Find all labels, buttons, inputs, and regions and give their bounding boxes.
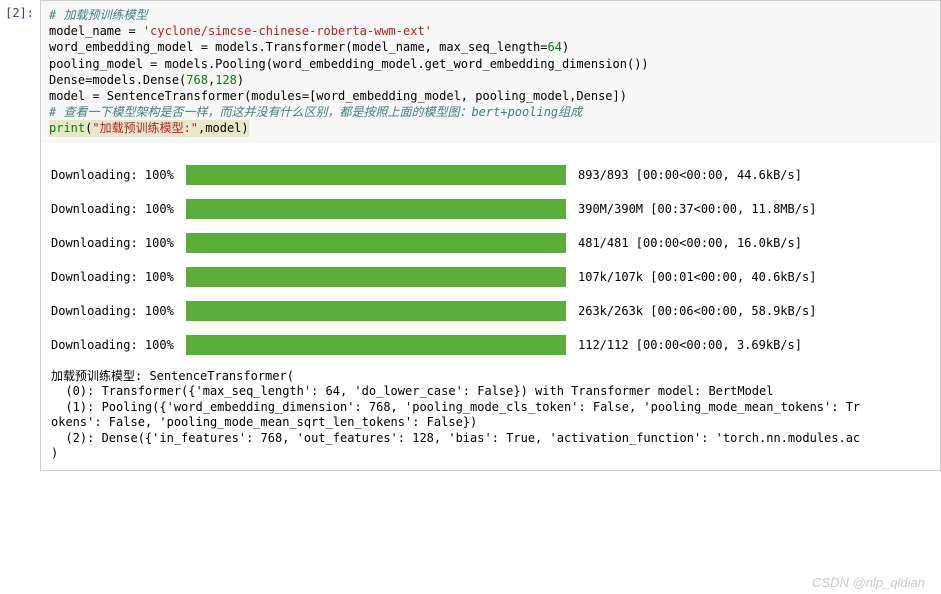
code-comment: # 加载预训练模型 xyxy=(49,8,147,22)
download-stats: 107k/107k [00:01<00:00, 40.6kB/s] xyxy=(578,270,816,284)
code-line: word_embedding_model = models.Transforme… xyxy=(49,40,569,54)
notebook-container: [2]: # 加载预训练模型 model_name = 'cyclone/sim… xyxy=(0,0,941,594)
cell-output: Downloading: 100% 893/893 [00:00<00:00, … xyxy=(41,143,940,471)
download-label: Downloading: 100% xyxy=(51,168,186,182)
download-stats: 112/112 [00:00<00:00, 3.69kB/s] xyxy=(578,338,802,352)
progress-bar xyxy=(186,335,566,355)
code-current-line: print("加载预训练模型:",model) xyxy=(49,120,249,136)
download-row: Downloading: 100% 112/112 [00:00<00:00, … xyxy=(51,335,930,355)
code-line: model_name = 'cyclone/simcse-chinese-rob… xyxy=(49,24,432,38)
code-line: pooling_model = models.Pooling(word_embe… xyxy=(49,57,649,71)
cell-body: # 加载预训练模型 model_name = 'cyclone/simcse-c… xyxy=(40,0,941,471)
progress-bar xyxy=(186,165,566,185)
download-label: Downloading: 100% xyxy=(51,236,186,250)
stdout-text: 加载预训练模型: SentenceTransformer( (0): Trans… xyxy=(51,369,930,463)
download-label: Downloading: 100% xyxy=(51,304,186,318)
download-stats: 893/893 [00:00<00:00, 44.6kB/s] xyxy=(578,168,802,182)
download-row: Downloading: 100% 893/893 [00:00<00:00, … xyxy=(51,165,930,185)
download-stats: 390M/390M [00:37<00:00, 11.8MB/s] xyxy=(578,202,816,216)
progress-bar xyxy=(186,199,566,219)
code-input[interactable]: # 加载预训练模型 model_name = 'cyclone/simcse-c… xyxy=(41,1,940,143)
progress-bar xyxy=(186,267,566,287)
code-line: model = SentenceTransformer(modules=[wor… xyxy=(49,89,627,103)
download-label: Downloading: 100% xyxy=(51,202,186,216)
download-stats: 263k/263k [00:06<00:00, 58.9kB/s] xyxy=(578,304,816,318)
notebook-cell: [2]: # 加载预训练模型 model_name = 'cyclone/sim… xyxy=(0,0,941,471)
code-comment: # 查看一下模型架构是否一样，而这并没有什么区别，都是按照上面的模型图：bert… xyxy=(49,105,582,119)
download-label: Downloading: 100% xyxy=(51,338,186,352)
download-label: Downloading: 100% xyxy=(51,270,186,284)
download-row: Downloading: 100% 263k/263k [00:06<00:00… xyxy=(51,301,930,321)
cell-prompt: [2]: xyxy=(0,0,40,471)
download-stats: 481/481 [00:00<00:00, 16.0kB/s] xyxy=(578,236,802,250)
download-row: Downloading: 100% 390M/390M [00:37<00:00… xyxy=(51,199,930,219)
download-row: Downloading: 100% 481/481 [00:00<00:00, … xyxy=(51,233,930,253)
code-line: Dense=models.Dense(768,128) xyxy=(49,73,244,87)
download-row: Downloading: 100% 107k/107k [00:01<00:00… xyxy=(51,267,930,287)
watermark-text: CSDN @nlp_qidian xyxy=(812,575,925,590)
progress-bar xyxy=(186,301,566,321)
progress-bar xyxy=(186,233,566,253)
